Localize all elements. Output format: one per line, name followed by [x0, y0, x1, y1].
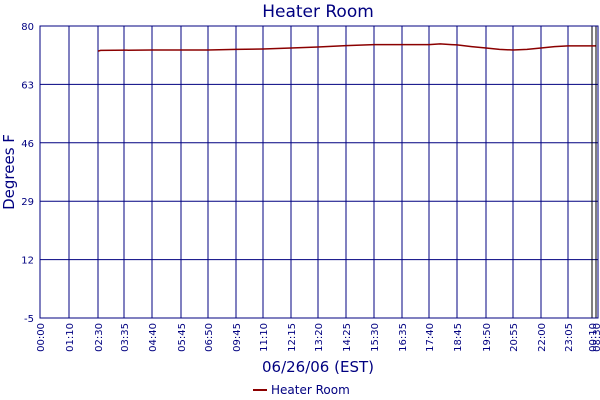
series-line [97, 43, 596, 52]
x-axis-label: 06/26/06 (EST) [262, 358, 374, 376]
y-tick-label: -5 [24, 314, 34, 325]
x-tick-label: 16:35 [398, 323, 409, 352]
x-tick-label: 15:30 [370, 323, 381, 352]
x-tick-label: 03:35 [120, 323, 131, 352]
x-tick-label: 14:25 [342, 323, 353, 352]
chart-title: Heater Room [262, 2, 374, 22]
legend: Heater Room [253, 383, 350, 397]
x-tick-label: 01:10 [65, 323, 76, 352]
x-tick-label: 02:30 [94, 323, 105, 352]
x-tick-label: 23:05 [564, 323, 575, 352]
x-tick-label: 19:50 [482, 323, 493, 352]
x-tick-label: 18:45 [453, 323, 464, 352]
legend-label: Heater Room [271, 383, 350, 397]
x-tick-label: 11:10 [259, 323, 270, 352]
x-tick-label: 00:00 [36, 323, 47, 352]
x-tick-label: 12:15 [287, 323, 298, 352]
y-tick-label: 63 [21, 80, 34, 91]
x-axis-ticks: 00:00 01:10 02:30 03:35 04:40 05:45 06:50 09:45… [36, 323, 600, 352]
y-axis-ticks: 80 63 46 29 12 -5 [21, 22, 34, 325]
y-tick-label: 80 [21, 22, 34, 33]
y-tick-label: 12 [21, 256, 34, 267]
x-tick-label: 00:10 [588, 323, 599, 352]
plot-area [39, 25, 599, 319]
x-tick-label: 09:45 [232, 323, 243, 352]
y-tick-label: 46 [21, 139, 34, 150]
x-tick-label: 13:20 [314, 323, 325, 352]
x-tick-label: 17:40 [425, 323, 436, 352]
y-axis-label: Degrees F [0, 134, 18, 210]
chart-grid [39, 25, 598, 319]
x-tick-label: 08:30 [592, 323, 600, 352]
x-tick-label: 22:00 [537, 323, 548, 352]
x-tick-label: 04:40 [148, 323, 159, 352]
x-tick-label: 20:55 [509, 323, 520, 352]
x-tick-label: 06:50 [204, 323, 215, 352]
x-tick-label: 05:45 [177, 323, 188, 352]
y-tick-label: 29 [21, 197, 34, 208]
series-layer [97, 43, 596, 52]
